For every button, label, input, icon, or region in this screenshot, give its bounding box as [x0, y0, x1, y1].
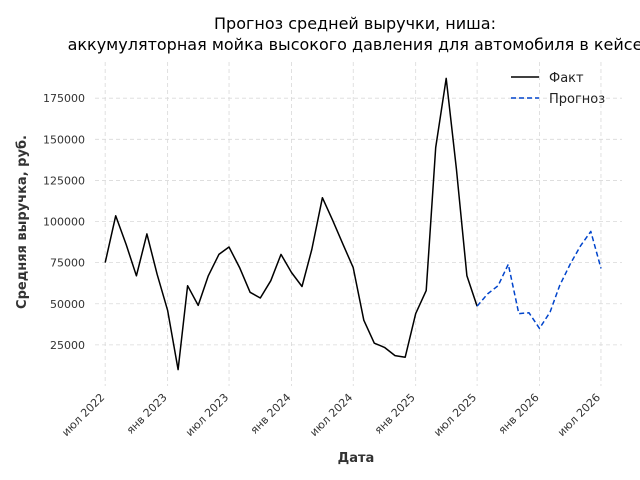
x-tick-label: янв 2025 — [372, 391, 418, 437]
y-axis-ticks: 25000 50000 75000 100000 125000 150000 175000 — [43, 92, 85, 352]
x-tick-label: янв 2024 — [248, 391, 294, 437]
x-tick-label: июл 2026 — [555, 391, 603, 439]
series-layer — [104, 77, 602, 371]
legend: Факт Прогноз — [511, 71, 605, 107]
y-tick-label: 50000 — [50, 298, 85, 311]
x-tick-label: июл 2024 — [307, 391, 355, 439]
x-axis-label: Дата — [338, 451, 375, 466]
legend-label-forecast: Прогноз — [549, 92, 605, 107]
grid — [95, 62, 622, 386]
x-tick-label: июл 2022 — [59, 391, 107, 439]
x-tick-label: янв 2023 — [124, 391, 170, 437]
y-tick-label: 75000 — [50, 257, 85, 270]
x-tick-label: янв 2026 — [496, 391, 542, 437]
y-tick-label: 25000 — [50, 339, 85, 352]
y-tick-label: 125000 — [43, 174, 85, 187]
y-tick-label: 100000 — [43, 216, 85, 229]
series-line-fact — [104, 77, 478, 371]
legend-label-fact: Факт — [549, 71, 584, 86]
chart-title-line-2: аккумуляторная мойка высокого давления д… — [68, 35, 640, 54]
y-axis-label: Средняя выручка, руб. — [15, 135, 30, 309]
x-tick-label: июл 2023 — [183, 391, 231, 439]
chart-title-line-1: Прогноз средней выручки, ниша: — [214, 14, 496, 33]
y-tick-label: 175000 — [43, 92, 85, 105]
x-tick-label: июл 2025 — [431, 391, 479, 439]
x-axis-ticks: июл 2022 янв 2023 июл 2023 янв 2024 июл 2024… — [59, 391, 603, 439]
series-line-forecast — [476, 230, 602, 330]
y-tick-label: 150000 — [43, 133, 85, 146]
